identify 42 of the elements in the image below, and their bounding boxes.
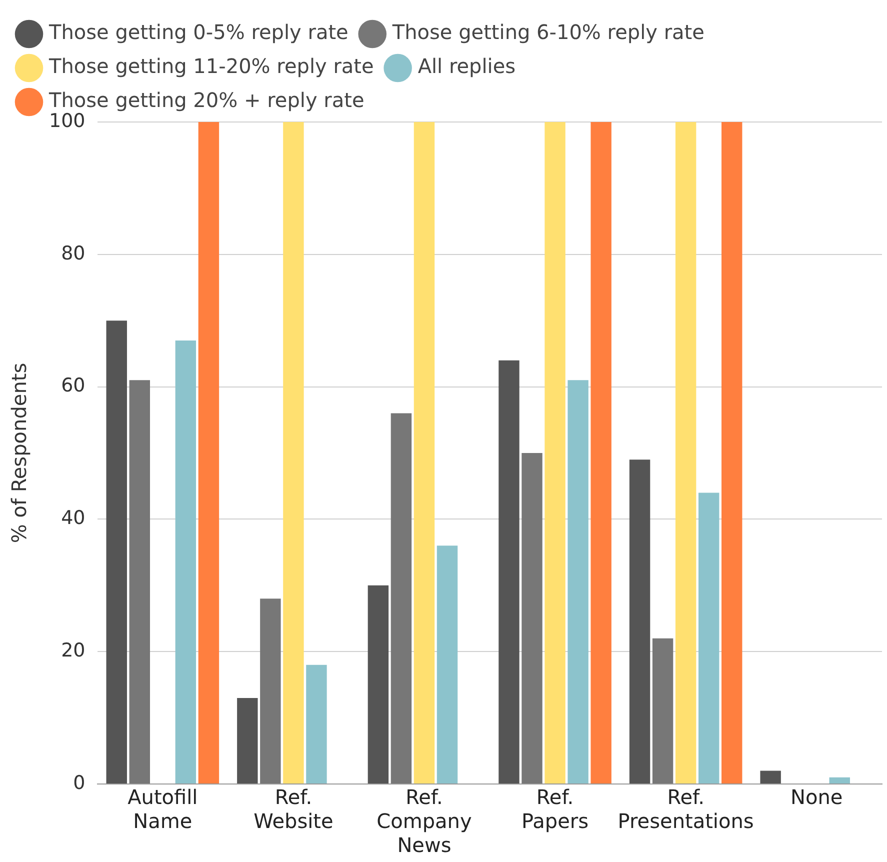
bar	[436, 546, 458, 784]
bar	[237, 698, 258, 784]
bar	[629, 460, 650, 784]
bar	[760, 770, 781, 784]
legend-label: Those getting 6-10% reply rate	[391, 20, 704, 44]
x-tick-label: Ref. Papers	[521, 785, 589, 834]
bar	[590, 122, 612, 784]
y-tick-label: 80	[61, 242, 86, 264]
bar	[175, 340, 196, 784]
bar	[390, 413, 412, 784]
y-tick-label: 60	[61, 374, 86, 397]
y-tick-label: 20	[61, 640, 86, 662]
bar	[260, 598, 281, 784]
x-tick-label: Autofill Name	[128, 785, 198, 834]
bar	[652, 638, 674, 784]
y-axis-title: % of Respondents	[7, 362, 32, 544]
x-tick-label: None	[790, 785, 843, 810]
bar	[414, 122, 435, 784]
y-tick-label: 40	[61, 507, 86, 530]
bar	[368, 585, 389, 784]
bar	[544, 122, 566, 784]
bar	[675, 122, 696, 784]
bar	[829, 777, 850, 784]
x-tick-label: Ref. Presentations	[618, 785, 754, 834]
bar	[129, 380, 150, 784]
y-tick-label: 100	[49, 110, 86, 132]
bar	[568, 380, 588, 784]
bar	[721, 122, 742, 784]
x-tick-label: Ref. Website	[254, 785, 334, 834]
legend-label: All replies	[418, 54, 516, 78]
legend-label: Those getting 20% + reply rate	[48, 88, 364, 112]
y-tick-label: 0	[73, 772, 86, 794]
bar	[106, 320, 127, 784]
bar	[522, 453, 542, 784]
bar	[198, 122, 220, 784]
bar	[306, 664, 327, 784]
x-tick-label: Ref. Company News	[376, 785, 472, 858]
bar	[698, 492, 720, 784]
bar	[283, 122, 304, 784]
legend-label: Those getting 0-5% reply rate	[48, 20, 348, 44]
bar	[498, 360, 520, 784]
legend-label: Those getting 11-20% reply rate	[48, 54, 374, 78]
